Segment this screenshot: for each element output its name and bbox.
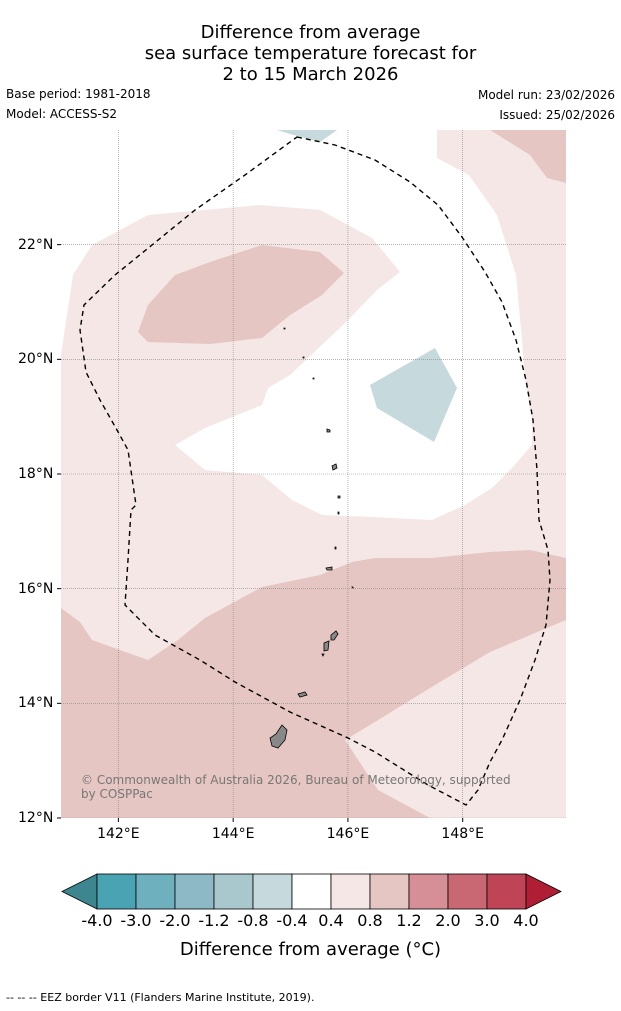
island-asuncion [312,377,315,380]
island-maug [302,356,305,359]
colorbar-bin [369,873,410,910]
colorbar-bin [252,873,293,910]
colorbar-bin [213,873,254,910]
colorbar-tick-label: -3.0 [120,911,152,930]
base-period-label: Base period: 1981-2018 [6,87,151,101]
lat-tick-label: 18°N [18,466,54,482]
colorbar-tick-label: 2.0 [435,911,461,930]
colorbar-bin [330,873,371,910]
colorbar-bin [96,873,137,910]
colorbar-tick-label: -1.2 [198,911,230,930]
colorbar-title: Difference from average (°C) [179,939,442,960]
model-label: Model: ACCESS-S2 [6,107,118,121]
island-pagan [331,463,338,471]
anomaly-zone-warm-south [61,550,566,818]
colorbar-tick-label: 0.4 [318,911,344,930]
colorbar-tick-label: 4.0 [513,911,539,930]
colorbar-bin [174,873,215,910]
colorbar-tick-label: -0.8 [237,911,269,930]
lat-tick-label: 20°N [18,351,54,368]
lon-tick-label: 142°E [97,826,140,842]
island-sarigan [334,546,337,550]
map-title-line-3: 2 to 15 March 2026 [222,64,399,85]
island-group-marianas [269,327,354,749]
colorbar-tick-label: -4.0 [81,911,113,930]
anomaly-zone-cool-east [370,348,457,442]
eez-border [79,136,551,806]
lat-tick-label: 22°N [18,236,54,253]
island-alamagan [337,495,341,499]
colorbar-extend-low [61,873,98,910]
island-aguijan [321,653,325,657]
colorbar-bin [486,873,527,910]
colorbar-tick-label: -2.0 [159,911,191,930]
island-guguan [337,511,340,515]
lon-tick-label: 144°E [211,826,255,842]
island-guam [269,724,288,749]
model-run-label: Model run: 23/02/2026 [477,88,615,102]
anomaly-zone-warm-top-right [490,130,566,183]
colorbar-bin [135,873,176,910]
island-saipan [330,630,339,641]
anomaly-zone-warm-upper [138,245,344,344]
colorbar-tick-label: 0.8 [357,911,383,930]
anomaly-zone-cool-top [277,130,337,142]
gridlines [61,130,566,818]
axis-ticks [57,244,464,822]
lon-tick-label: 148°E [441,826,484,842]
lat-tick-label: 14°N [18,695,54,712]
map-title-line-2: sea surface temperature forecast for [144,43,477,64]
colorbar-tick-label: 1.2 [396,911,422,930]
island-anatahan [325,566,333,571]
island-farallon-de-medinilla [351,586,354,589]
issued-label: Issued: 25/02/2026 [499,108,615,122]
colorbar [61,873,562,910]
colorbar-bin [408,873,449,910]
lon-tick-label: 146°E [326,826,370,842]
colorbar-bin [447,873,488,910]
island-tinian [323,640,330,652]
island-agrihan [326,428,331,433]
island-farallon-de-pajaros [283,327,286,330]
colorbar-bin [291,873,332,910]
lat-tick-label: 12°N [18,810,54,826]
island-rota [297,691,308,698]
colorbar-extend-high [525,873,562,910]
map-title-line-1: Difference from average [200,22,421,43]
colorbar-tick-label: -0.4 [276,911,308,930]
eez-footnote: -- -- -- EEZ border V11 (Flanders Marine… [6,991,315,1004]
colorbar-tick-label: 3.0 [474,911,500,930]
copyright-credit: © Commonwealth of Australia 2026, Bureau… [81,773,511,801]
lat-tick-label: 16°N [18,580,54,597]
